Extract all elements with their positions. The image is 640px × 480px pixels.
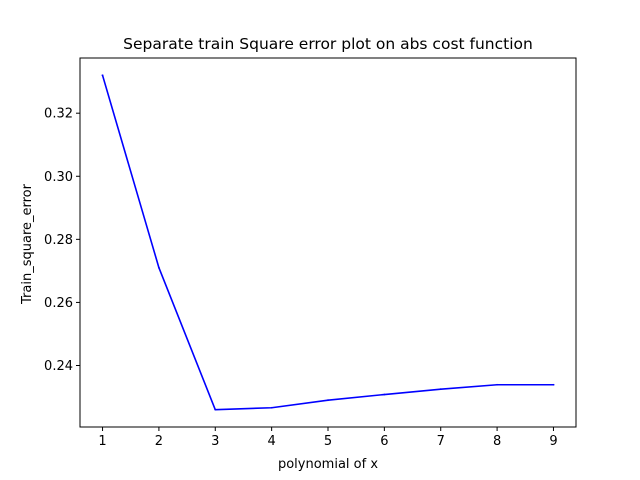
x-tick-label: 6 <box>380 434 388 449</box>
data-point <box>552 383 555 386</box>
y-tick-label: 0.26 <box>44 296 73 311</box>
x-tick-label: 1 <box>98 434 106 449</box>
data-point <box>158 266 160 269</box>
y-tick-label: 0.24 <box>44 359 73 374</box>
x-tick-label: 8 <box>493 434 501 449</box>
x-axis-label: polynomial of x <box>278 457 378 472</box>
data-point <box>327 399 329 402</box>
y-tick-label: 0.32 <box>44 107 73 122</box>
y-tick-label: 0.28 <box>44 233 73 248</box>
data-point <box>270 406 273 409</box>
chart-title: Separate train Square error plot on abs … <box>123 35 533 53</box>
x-tick-label: 7 <box>437 434 445 449</box>
data-point <box>101 74 104 77</box>
x-tick-label: 3 <box>211 434 219 449</box>
x-tick-label: 2 <box>155 434 163 449</box>
data-point <box>214 408 217 411</box>
y-tick-label: 0.30 <box>44 170 73 185</box>
x-tick-label: 5 <box>324 434 332 449</box>
x-tick-label: 9 <box>549 434 557 449</box>
data-point <box>439 388 442 391</box>
data-point <box>496 383 498 386</box>
x-tick-label: 4 <box>267 434 275 449</box>
data-point <box>383 393 386 396</box>
y-axis-label: Train_square_error <box>20 183 35 305</box>
